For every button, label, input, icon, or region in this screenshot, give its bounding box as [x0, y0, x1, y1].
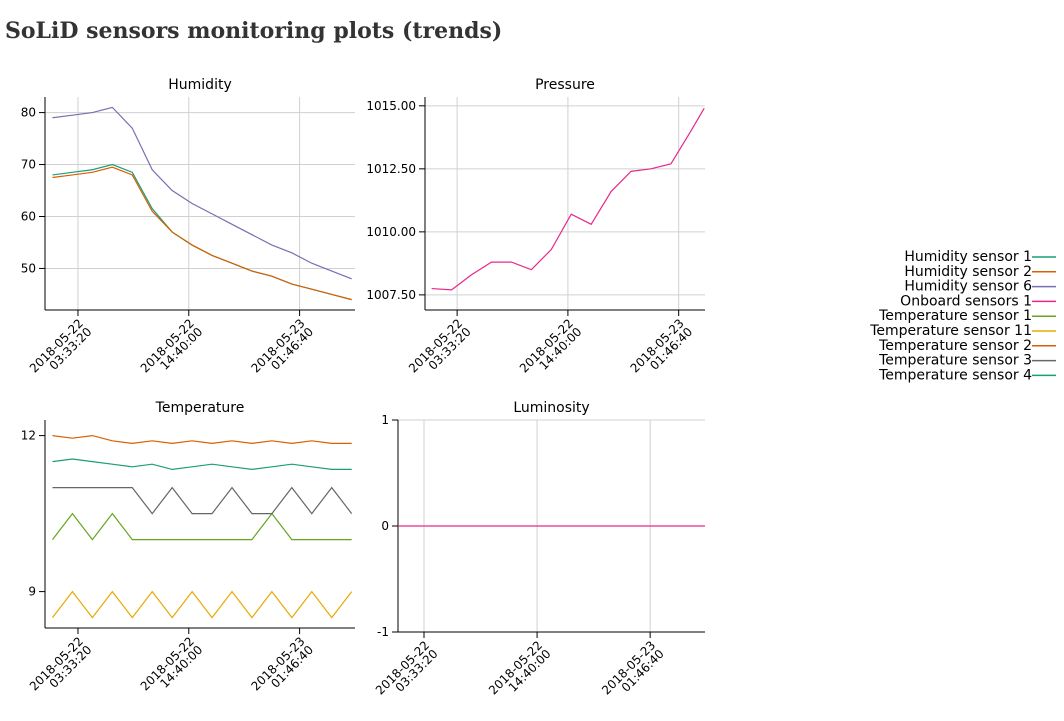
x-tick-label: 2018-05-2214:40:00 [138, 634, 206, 702]
y-tick-label: 70 [21, 158, 36, 172]
y-tick-label: -1 [377, 625, 389, 639]
y-tick-label: 1010.00 [366, 225, 416, 239]
x-tick-label: 2018-05-2214:40:00 [486, 638, 554, 706]
y-tick-label: 1007.50 [366, 288, 416, 302]
legend-label: Temperature sensor 3 [878, 353, 1032, 369]
y-tick-label: 1 [381, 413, 389, 427]
series-line [52, 458, 352, 471]
x-tick-label: 2018-05-2301:46:40 [248, 634, 316, 702]
legend-label: Humidity sensor 2 [904, 264, 1032, 280]
x-tick-label: 2018-05-2203:33:20 [373, 638, 441, 706]
legend-label: Humidity sensor 6 [904, 279, 1032, 295]
x-tick-label: 2018-05-2203:33:20 [27, 634, 95, 702]
series-line [52, 512, 352, 541]
y-tick-label: 1015.00 [366, 99, 416, 113]
chart-title: Temperature [155, 400, 245, 416]
legend-label: Onboard sensors 1 [900, 293, 1032, 309]
legend-label: Humidity sensor 1 [904, 249, 1032, 265]
page-title: SoLiD sensors monitoring plots (trends) [5, 18, 502, 44]
series-line [52, 106, 352, 280]
chart-title: Pressure [535, 77, 595, 93]
x-tick-label: 2018-05-2301:46:40 [599, 638, 667, 706]
series-line [52, 590, 353, 619]
chart-title: Humidity [168, 77, 231, 93]
x-tick-label: 2018-05-2301:46:40 [248, 316, 316, 384]
series-line [431, 108, 705, 291]
x-tick-label: 2018-05-2214:40:00 [138, 316, 206, 384]
y-tick-label: 60 [21, 209, 36, 223]
series-line [52, 163, 352, 301]
legend-label: Temperature sensor 2 [878, 338, 1032, 354]
x-tick-label: 2018-05-2203:33:20 [406, 316, 474, 384]
series-line [52, 486, 353, 515]
legend-label: Temperature sensor 1 [878, 308, 1032, 324]
y-tick-label: 80 [21, 106, 36, 120]
y-tick-label: 9 [28, 585, 36, 599]
x-tick-label: 2018-05-2301:46:40 [628, 316, 696, 384]
x-tick-label: 2018-05-2214:40:00 [517, 316, 585, 384]
series-line [52, 166, 352, 301]
y-tick-label: 12 [21, 429, 36, 443]
x-tick-label: 2018-05-2203:33:20 [27, 316, 95, 384]
y-tick-label: 50 [21, 261, 36, 275]
legend-label: Temperature sensor 11 [869, 323, 1032, 339]
chart-title: Luminosity [513, 400, 589, 416]
y-tick-label: 0 [381, 519, 389, 533]
series-line [52, 434, 352, 445]
legend-label: Temperature sensor 4 [878, 367, 1032, 383]
y-tick-label: 1012.50 [366, 162, 416, 176]
